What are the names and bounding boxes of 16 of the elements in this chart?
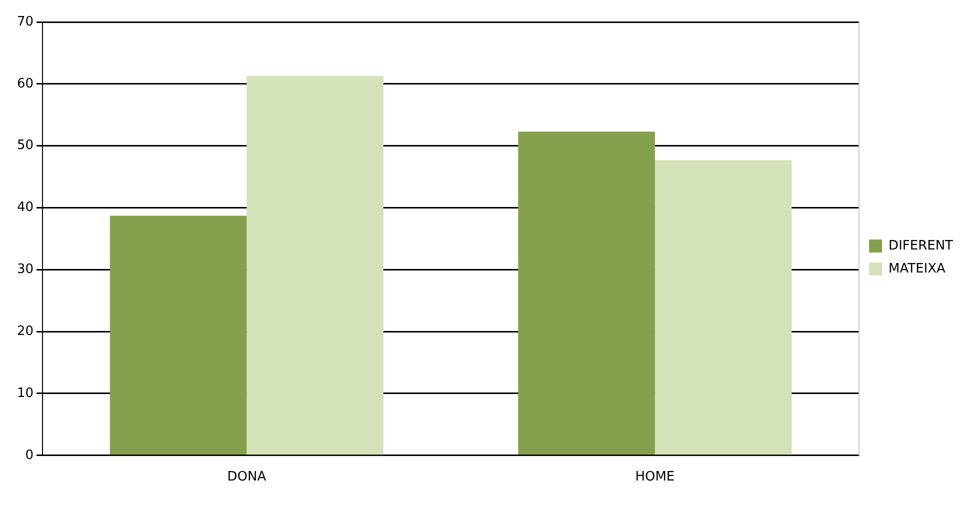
- bar: [246, 76, 384, 455]
- y-tick-label: 20: [16, 324, 34, 339]
- y-tick-label: 70: [16, 14, 34, 30]
- y-tick-label: 60: [16, 76, 34, 92]
- y-tick-label: 0: [25, 448, 34, 463]
- y-tick-label: 40: [16, 200, 34, 216]
- legend-label: DIFERENT: [888, 238, 954, 254]
- bar: [654, 160, 792, 455]
- legend-label: MATEIXA: [888, 261, 946, 276]
- x-tick-label: HOME: [635, 470, 675, 485]
- bar: [110, 216, 247, 455]
- y-tick-label: 50: [16, 138, 34, 154]
- y-tick-label: 10: [16, 386, 34, 401]
- y-tick-label: 30: [16, 262, 34, 278]
- x-tick-label: DONA: [227, 470, 266, 485]
- bar: [518, 132, 655, 455]
